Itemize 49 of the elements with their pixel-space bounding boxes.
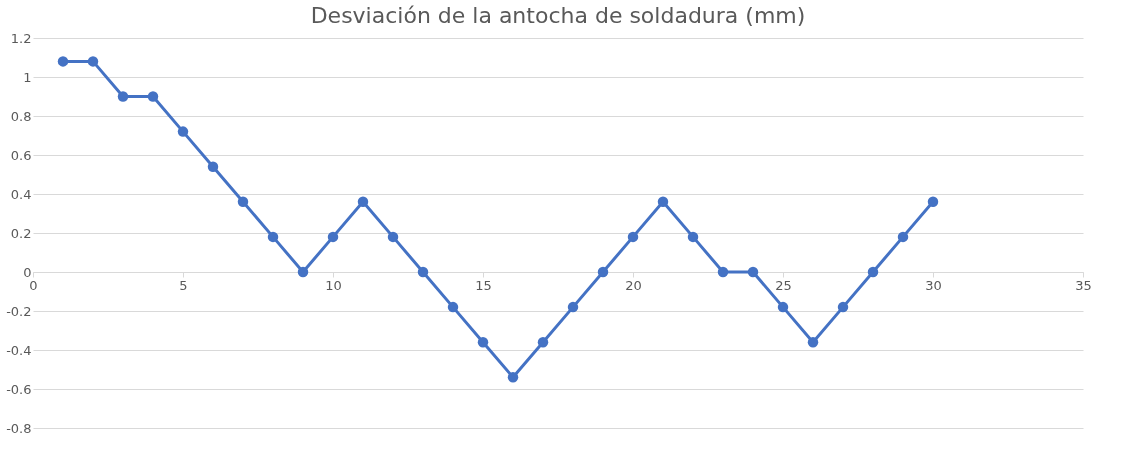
- point: [837, 301, 849, 313]
- point: [177, 126, 189, 137]
- x-tick-label: 20: [625, 277, 642, 293]
- point: [357, 196, 369, 208]
- y-tick-label: 0.2: [10, 225, 32, 241]
- point: [57, 56, 69, 67]
- point: [237, 196, 249, 208]
- y-tick-label: 1.2: [10, 30, 32, 46]
- y-tick-label: 0.4: [10, 186, 32, 202]
- y-tick-label: 1: [23, 69, 32, 85]
- x-tick-label: 30: [925, 277, 942, 293]
- y-tick-label: -0.2: [6, 303, 32, 319]
- x-tick-label: 15: [475, 277, 492, 293]
- point: [567, 301, 579, 313]
- point: [447, 301, 459, 313]
- point: [147, 91, 159, 102]
- point: [627, 231, 639, 243]
- y-tick-label: 0: [23, 264, 32, 280]
- y-tick-label: -0.8: [6, 420, 32, 436]
- x-tick-label: 5: [179, 277, 188, 293]
- point: [867, 266, 879, 278]
- x-tick-label: 10: [325, 277, 342, 293]
- y-tick-label: -0.6: [6, 381, 32, 397]
- chart-title: Desviación de la antocha de soldadura (mm): [310, 3, 806, 28]
- y-tick-label: 0.8: [10, 108, 32, 124]
- point: [657, 196, 669, 208]
- x-tick-label: 35: [1075, 277, 1092, 293]
- point: [297, 266, 309, 278]
- point: [777, 301, 789, 313]
- point: [717, 266, 729, 278]
- point: [387, 231, 399, 243]
- point: [507, 372, 519, 383]
- point: [807, 336, 819, 348]
- point: [927, 196, 939, 208]
- point: [537, 336, 549, 348]
- point: [747, 266, 759, 278]
- point: [687, 231, 699, 243]
- point: [327, 231, 339, 243]
- y-tick-label: 0.6: [10, 147, 32, 163]
- point: [897, 231, 909, 243]
- point: [417, 266, 429, 278]
- point: [207, 161, 219, 172]
- point: [597, 266, 609, 278]
- x-tick-label: 25: [775, 277, 792, 293]
- point: [267, 231, 279, 243]
- point: [87, 56, 99, 67]
- point: [477, 336, 489, 348]
- point: [117, 91, 129, 102]
- y-tick-label: -0.4: [6, 342, 32, 358]
